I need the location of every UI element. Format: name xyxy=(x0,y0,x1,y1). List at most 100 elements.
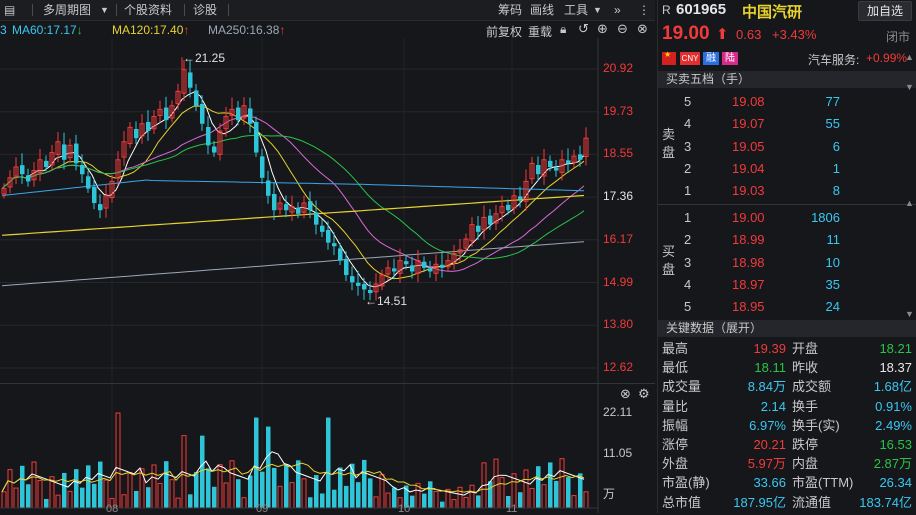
collapse-icon[interactable]: » xyxy=(614,3,621,17)
orderbook-row[interactable]: 2 18.99 11 xyxy=(658,229,916,251)
candle-body xyxy=(241,105,247,119)
reload-button[interactable]: 重载 xyxy=(528,25,553,39)
close-icon[interactable]: ⊗ xyxy=(637,21,648,36)
lock-icon[interactable]: 🔒︎ xyxy=(560,22,567,36)
stock-profile-button[interactable]: 个股资料 xyxy=(124,3,173,17)
stats-title[interactable]: 关键数据（展开） xyxy=(658,320,916,337)
volume-bar xyxy=(428,481,433,508)
undo-icon[interactable]: ↺ xyxy=(578,21,589,36)
multi-period-button[interactable]: 多周期图 xyxy=(43,3,92,17)
chevron-down-icon[interactable]: ▼ xyxy=(100,5,109,15)
volume-bar xyxy=(212,486,217,508)
fq-button[interactable]: 前复权 xyxy=(486,25,523,39)
candles xyxy=(1,57,589,301)
orderbook-row[interactable]: 5 19.08 77 xyxy=(658,91,916,113)
chip-button[interactable]: 筹码 xyxy=(498,3,523,17)
volume-bar xyxy=(469,484,475,509)
scroll-down-icon[interactable]: ▼ xyxy=(905,82,914,92)
volume-bar xyxy=(554,480,559,508)
level-number: 3 xyxy=(684,254,692,270)
orderbook-row[interactable]: 1 19.00 1806 xyxy=(658,207,916,229)
candle-body xyxy=(476,225,481,232)
candle-body xyxy=(578,154,583,160)
gear-icon[interactable]: ⚙ xyxy=(638,386,650,401)
level-price: 19.04 xyxy=(732,160,765,176)
volume-bar xyxy=(583,491,589,509)
stat-value: 8.84万 xyxy=(747,379,786,395)
orderbook-row[interactable]: 3 19.05 6 xyxy=(658,136,916,158)
level-number: 1 xyxy=(684,183,692,199)
scroll-up-icon[interactable]: ▲ xyxy=(905,198,914,208)
diagnose-button[interactable]: 诊股 xyxy=(193,3,218,17)
stat-value: 183.74亿 xyxy=(859,494,912,510)
price-tick-label: 16.17 xyxy=(603,231,634,246)
volume-bar xyxy=(566,477,571,508)
close-volume-icon[interactable]: ⊗ xyxy=(620,386,631,401)
volume-bar xyxy=(248,475,253,508)
level-number: 1 xyxy=(684,210,692,225)
orderbook-row[interactable]: 5 18.95 24 xyxy=(658,296,916,318)
orderbook-row[interactable]: 3 18.98 10 xyxy=(658,252,916,274)
candle-body xyxy=(326,230,331,243)
ma60-legend: MA60:17.17↓ xyxy=(12,23,83,37)
stat-value: 16.53 xyxy=(879,437,912,452)
more-icon[interactable]: ⋮ xyxy=(638,3,650,17)
stat-row: 外盘 5.97万 内盘 2.87万 xyxy=(658,454,916,473)
volume-bar xyxy=(314,475,319,508)
volume-bar xyxy=(571,495,577,509)
ma10-line xyxy=(1,105,585,279)
chevron-down-icon[interactable]: ▼ xyxy=(593,5,602,15)
volume-bar xyxy=(451,499,457,509)
stock-code: 601965 xyxy=(676,1,727,18)
level-price: 19.00 xyxy=(732,210,765,225)
candle-body xyxy=(422,261,427,268)
vol-unit: 万 xyxy=(603,487,616,501)
candle-body xyxy=(55,141,61,155)
candle-body xyxy=(469,224,475,242)
sector-name[interactable]: 汽车服务: xyxy=(808,53,860,67)
volume-bar xyxy=(146,487,151,508)
candle-body xyxy=(236,107,241,121)
orderbook-row[interactable]: 1 19.03 8 xyxy=(658,180,916,202)
volume-bar xyxy=(272,467,277,508)
kline-chart[interactable] xyxy=(0,38,656,513)
zoom-out-icon[interactable]: ⊖ xyxy=(617,21,628,36)
volume-bar xyxy=(344,485,349,508)
stock-name: 中国汽研 xyxy=(742,4,803,21)
candle-body xyxy=(7,177,13,188)
candle-body xyxy=(571,155,577,163)
margin-tag: 融 xyxy=(703,52,719,65)
candle-body xyxy=(433,263,439,274)
draw-line-button[interactable]: 画线 xyxy=(530,3,555,17)
stat-label: 流通值 xyxy=(792,494,832,510)
volume-bar xyxy=(332,489,337,508)
candle-body xyxy=(488,215,493,225)
volume-bar xyxy=(559,458,565,509)
candle-body xyxy=(127,126,133,145)
stat-row: 量比 2.14 换手 0.91% xyxy=(658,397,916,416)
tools-button[interactable]: 工具 xyxy=(564,3,589,17)
candle-body xyxy=(583,137,589,158)
volume-bar xyxy=(493,458,499,509)
volume-bar xyxy=(392,487,397,508)
stat-value: 33.66 xyxy=(753,475,786,491)
orderbook-row[interactable]: 4 18.97 35 xyxy=(658,274,916,296)
orderbook-row[interactable]: 4 19.07 55 xyxy=(658,113,916,135)
date-tick-label: 09 xyxy=(256,503,269,515)
orderbook-row[interactable]: 2 19.04 1 xyxy=(658,158,916,180)
period-icon[interactable]: ▤ xyxy=(4,3,16,17)
candle-body xyxy=(373,283,379,293)
volume-bar xyxy=(37,479,43,509)
stat-value: 187.95亿 xyxy=(733,494,786,510)
candle-body xyxy=(415,260,421,274)
scroll-up-icon[interactable]: ▲ xyxy=(905,52,914,62)
add-watchlist-button[interactable]: 加自选 xyxy=(858,1,912,21)
level-volume: 24 xyxy=(825,299,840,315)
volume-bar xyxy=(115,412,121,509)
candle-body xyxy=(254,121,259,153)
candle-body xyxy=(457,249,463,254)
zoom-in-icon[interactable]: ⊕ xyxy=(597,21,608,36)
candle-body xyxy=(92,186,97,204)
level-volume: 6 xyxy=(832,138,840,154)
scroll-down-icon[interactable]: ▼ xyxy=(905,309,914,319)
